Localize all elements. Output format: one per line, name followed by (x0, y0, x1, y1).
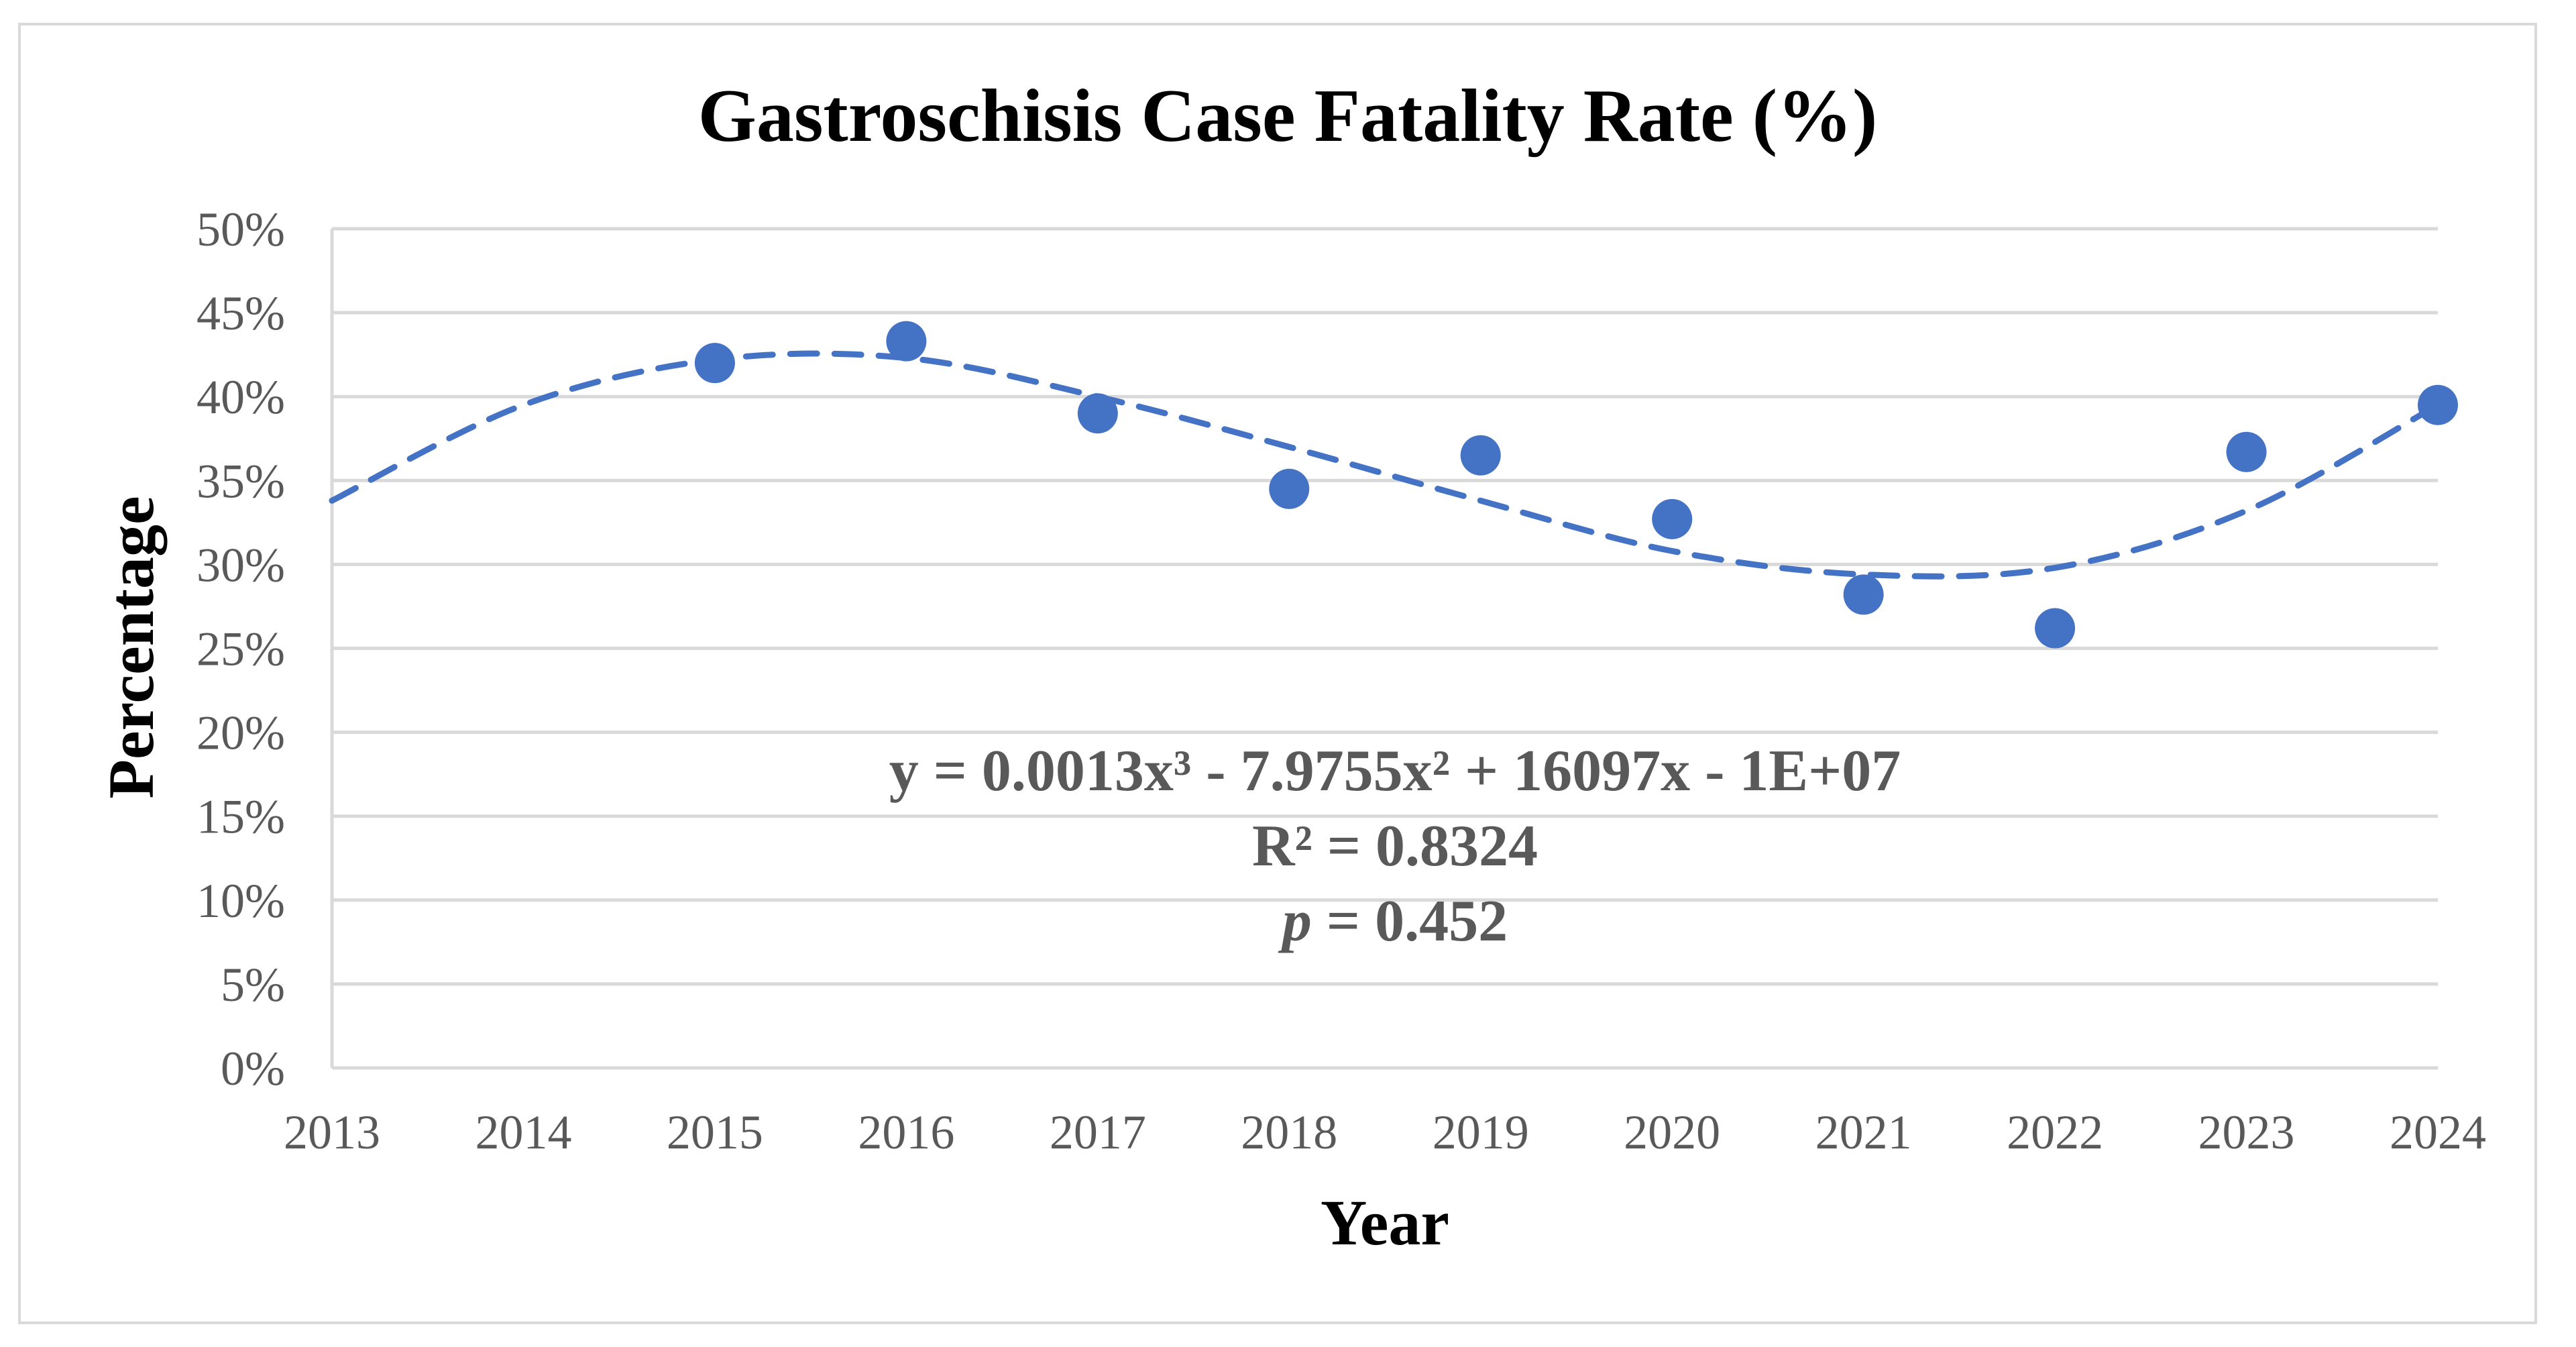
data-point (2035, 608, 2076, 649)
p-value: = 0.452 (1312, 889, 1508, 954)
gridlines (330, 227, 2438, 1070)
x-tick-label: 2014 (475, 1106, 571, 1159)
data-point (1843, 574, 1884, 615)
y-tick-label: 45% (197, 286, 285, 340)
data-point (2418, 384, 2458, 425)
y-tick-label: 5% (221, 958, 285, 1012)
x-axis-title: Year (1321, 1187, 1449, 1258)
y-axis-tick-labels: 0% 5% 10% 15% 20% 25% 30% 35% 40% 45% 50% (197, 203, 285, 1095)
y-tick-label: 15% (197, 790, 285, 844)
x-tick-label: 2020 (1624, 1106, 1720, 1159)
chart-frame (18, 23, 2537, 1324)
p-symbol: p (1278, 889, 1312, 954)
y-tick-label: 20% (197, 706, 285, 760)
x-tick-label: 2024 (2390, 1106, 2486, 1159)
data-point (1269, 468, 1310, 509)
x-tick-label: 2013 (284, 1106, 380, 1159)
chart-title: Gastroschisis Case Fatality Rate (%) (698, 74, 1878, 158)
data-point (1077, 393, 1118, 434)
data-point (886, 321, 927, 362)
x-tick-label: 2019 (1433, 1106, 1529, 1159)
data-point (2226, 431, 2267, 472)
y-tick-label: 40% (197, 370, 285, 424)
x-tick-label: 2022 (2007, 1106, 2103, 1159)
r-squared-label: R² = 0.8324 (1252, 814, 1538, 879)
y-tick-label: 30% (197, 538, 285, 592)
x-axis-tick-labels: 2013 2014 2015 2016 2017 2018 2019 2020 2021 2022… (284, 1106, 2486, 1159)
x-tick-label: 2021 (1815, 1106, 1912, 1159)
y-tick-label: 10% (197, 874, 285, 928)
y-tick-label: 35% (197, 454, 285, 508)
data-points (694, 321, 2458, 649)
data-point (1652, 498, 1693, 539)
y-tick-label: 25% (197, 623, 285, 676)
y-axis-title: Percentage (95, 496, 167, 798)
y-tick-label: 0% (221, 1042, 285, 1095)
trendline-equation: y = 0.0013x³ - 7.9755x² + 16097x - 1E+07 (889, 739, 1901, 804)
x-tick-label: 2017 (1050, 1106, 1146, 1159)
x-tick-label: 2023 (2198, 1106, 2295, 1159)
data-point (1460, 435, 1501, 476)
p-value-label: p = 0.452 (1278, 889, 1508, 954)
y-tick-label: 50% (197, 203, 285, 256)
x-tick-label: 2015 (667, 1106, 763, 1159)
x-tick-label: 2016 (858, 1106, 954, 1159)
trendline (329, 350, 2441, 580)
data-point (694, 343, 735, 384)
x-tick-label: 2018 (1241, 1106, 1337, 1159)
